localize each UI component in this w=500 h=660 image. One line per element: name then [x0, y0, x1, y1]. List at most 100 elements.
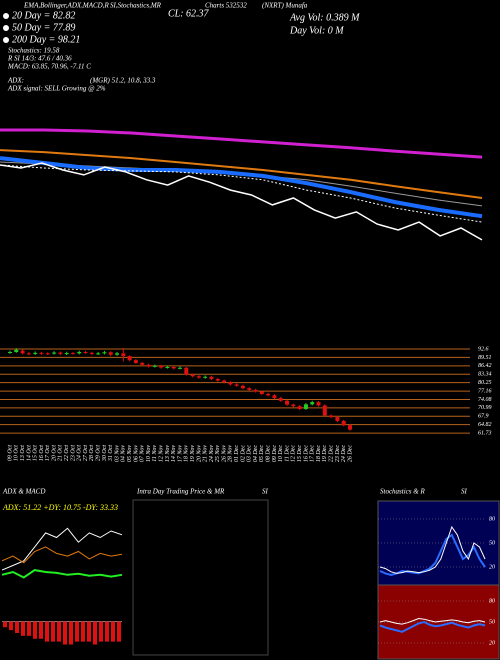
- candle-body: [303, 404, 308, 409]
- candle-body: [228, 382, 233, 385]
- candle-body: [341, 420, 346, 426]
- series-line: [0, 162, 483, 241]
- x-tick-label: 27 Oct: [83, 445, 89, 461]
- bar: [99, 621, 103, 642]
- candle-body: [58, 352, 63, 354]
- candle-body: [14, 349, 19, 352]
- x-tick-label: 25 Nov: [215, 445, 221, 463]
- candle-body: [77, 351, 82, 354]
- bar: [3, 621, 7, 628]
- candle-body: [171, 366, 176, 369]
- x-tick-label: 16 Oct: [39, 445, 45, 461]
- candle-body: [247, 388, 252, 390]
- x-tick-label: 26 Nov: [221, 445, 227, 463]
- x-tick-label: 01 Dec: [234, 445, 240, 462]
- header-text: (NXRT) Munafa: [262, 2, 308, 10]
- y-tick-label: 61.73: [478, 430, 492, 436]
- intraday-panel: [132, 499, 269, 656]
- legend-marker: [3, 25, 9, 31]
- x-tick-label: 28 Oct: [89, 445, 95, 461]
- candle-body: [133, 360, 138, 363]
- x-tick-label: 11 Dec: [284, 445, 290, 462]
- x-tick-label: 03 Nov: [114, 445, 120, 463]
- y-tick-label: 80: [489, 516, 495, 522]
- x-tick-label: 06 Nov: [133, 445, 139, 463]
- candle-body: [215, 378, 220, 381]
- ma-legend: 200 Day = 98.21: [12, 34, 80, 45]
- adx-text: ADX signal: SELL Growing @ 2%: [7, 85, 106, 93]
- bar: [51, 621, 55, 642]
- candle-body: [20, 350, 25, 354]
- x-tick-label: 29 Oct: [96, 445, 102, 461]
- y-tick-label: 83.34: [478, 371, 492, 378]
- x-tick-label: 09 Oct: [7, 445, 13, 461]
- x-tick-label: 13 Nov: [165, 445, 171, 463]
- x-tick-label: 10 Dec: [278, 445, 284, 462]
- x-tick-label: 15 Oct: [33, 445, 39, 461]
- x-tick-label: 12 Dec: [291, 445, 297, 462]
- candle-body: [196, 376, 201, 378]
- x-tick-label: 17 Nov: [177, 445, 183, 463]
- candle-body: [209, 376, 214, 379]
- ma-legend: 50 Day = 77.89: [12, 22, 75, 33]
- x-tick-label: 19 Nov: [190, 445, 196, 463]
- bar: [45, 621, 49, 642]
- x-tick-label: 08 Dec: [266, 445, 272, 462]
- adx-text: (MGR) 51.2, 10.8, 33.3: [90, 77, 156, 85]
- x-tick-label: 26 Dec: [347, 445, 353, 462]
- candle-body: [285, 400, 290, 405]
- candle-body: [8, 351, 12, 353]
- bar: [39, 621, 43, 639]
- candle-body: [159, 365, 164, 368]
- bar: [93, 621, 97, 645]
- x-tick-label: 13 Oct: [20, 445, 26, 461]
- candle-body: [272, 395, 277, 399]
- candle-body: [234, 384, 239, 386]
- candle-body: [83, 351, 88, 353]
- candle-body: [89, 352, 94, 354]
- indicator-text: R SI 14/3: 47.6 / 40.36: [7, 55, 72, 63]
- candle-body: [266, 393, 271, 396]
- x-tick-label: 16 Dec: [303, 445, 309, 462]
- bar: [21, 621, 25, 636]
- candle-body: [178, 367, 182, 369]
- y-tick-label: 70.99: [478, 405, 492, 411]
- y-tick-label: 89.51: [478, 355, 492, 361]
- y-tick-label: 86.42: [478, 362, 492, 369]
- y-tick-label: 67.9: [478, 414, 489, 420]
- candle-body: [322, 405, 327, 416]
- x-tick-label: 05 Nov: [127, 445, 133, 463]
- candle-body: [108, 352, 113, 355]
- x-tick-label: 10 Oct: [14, 445, 20, 461]
- x-tick-label: 18 Dec: [316, 445, 322, 462]
- candle-body: [39, 352, 44, 354]
- series-line: [0, 164, 483, 223]
- panel-title: Intra Day Trading Price & MR: [136, 488, 225, 496]
- series-line: [379, 620, 486, 633]
- annotation: ADX: 51.22 +DY: 10.75 -DY: 33.33: [2, 503, 118, 512]
- candle-body: [259, 391, 264, 394]
- y-tick-label: 64.82: [478, 421, 492, 428]
- candle-body: [190, 374, 195, 377]
- indicator-text: Stochastics: 19.58: [8, 47, 60, 55]
- candle-body: [26, 353, 31, 355]
- candle-body: [115, 353, 120, 355]
- y-tick-label: 20: [489, 640, 495, 646]
- candle-body: [291, 404, 296, 407]
- header-text: SI,Stochastics,MR: [110, 2, 162, 10]
- day-volume: Day Vol: 0 M: [289, 25, 344, 36]
- y-tick-label: 80.25: [478, 380, 492, 386]
- x-tick-label: 11 Nov: [152, 445, 158, 462]
- x-tick-label: 31 Oct: [108, 445, 114, 462]
- x-tick-label: 12 Nov: [158, 445, 164, 463]
- candle-body: [33, 352, 38, 354]
- candle-body: [70, 353, 75, 355]
- candle-body: [64, 353, 69, 355]
- x-tick-label: 20 Oct: [51, 445, 57, 461]
- bar: [57, 621, 61, 642]
- candle-body: [140, 362, 145, 365]
- x-tick-label: 24 Nov: [208, 445, 215, 463]
- candle-body: [52, 352, 57, 354]
- bar: [87, 621, 91, 642]
- legend-marker: [3, 13, 9, 19]
